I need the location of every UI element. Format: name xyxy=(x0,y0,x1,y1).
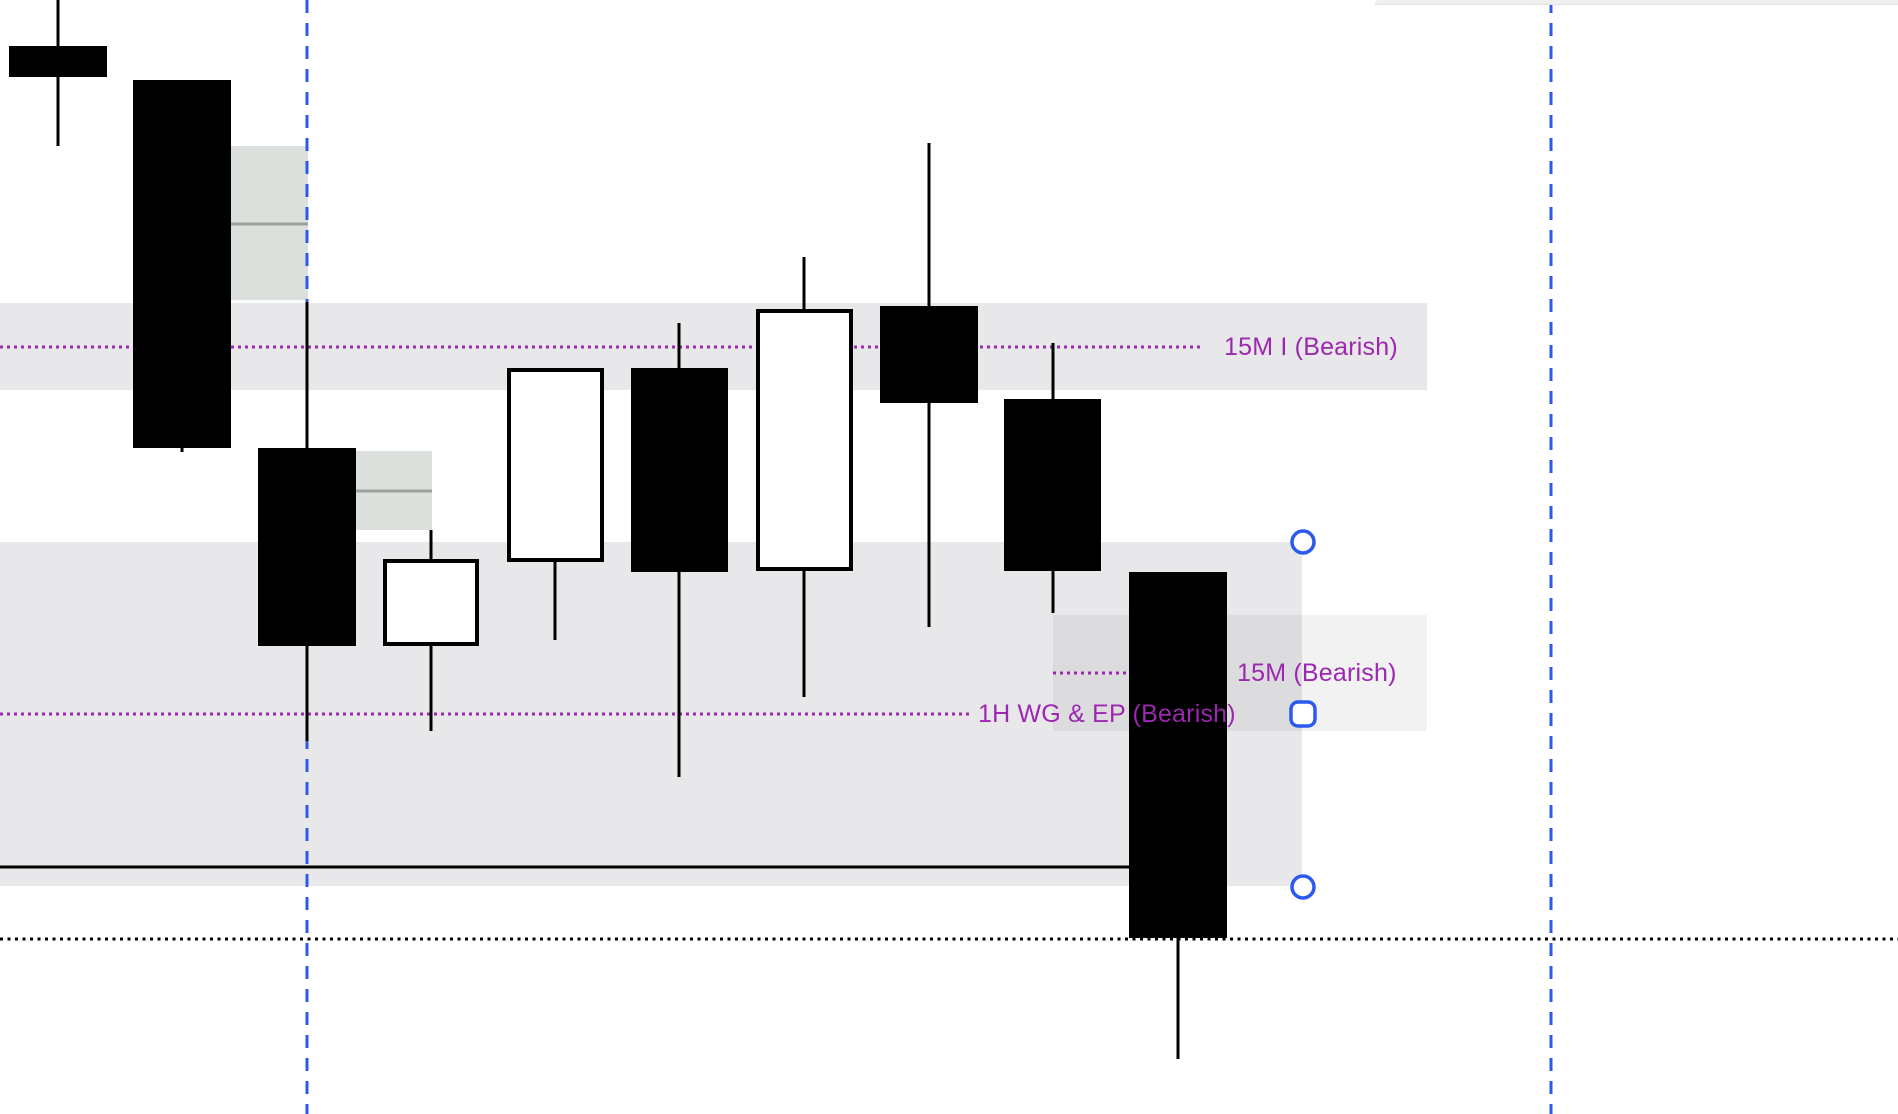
zone-label-1h-wg-ep[interactable]: 1H WG & EP (Bearish) xyxy=(978,699,1236,728)
candle-body-bearish xyxy=(631,368,728,572)
overlay-panel-edge xyxy=(1375,0,1898,5)
supply-zone-15m[interactable] xyxy=(1053,615,1427,731)
selection-handle-mid-right[interactable] xyxy=(1289,700,1317,728)
selection-handle-bottom-right[interactable] xyxy=(1290,874,1316,900)
candle-body-bearish xyxy=(1004,399,1101,571)
candle-body-bullish xyxy=(756,309,853,571)
zone-label-15m-i[interactable]: 15M I (Bearish) xyxy=(1224,332,1398,361)
candle-body-bearish xyxy=(258,448,356,646)
candle-body-bearish xyxy=(880,306,978,403)
zone-label-15m[interactable]: 15M (Bearish) xyxy=(1237,658,1397,687)
selection-handle-top-right[interactable] xyxy=(1290,529,1316,555)
candle-body-bullish xyxy=(507,368,604,562)
candle-body-bullish xyxy=(383,559,479,646)
candle-body-bearish xyxy=(9,46,107,77)
candle-body-bearish xyxy=(1129,572,1227,938)
candle-body-bearish xyxy=(133,80,231,448)
